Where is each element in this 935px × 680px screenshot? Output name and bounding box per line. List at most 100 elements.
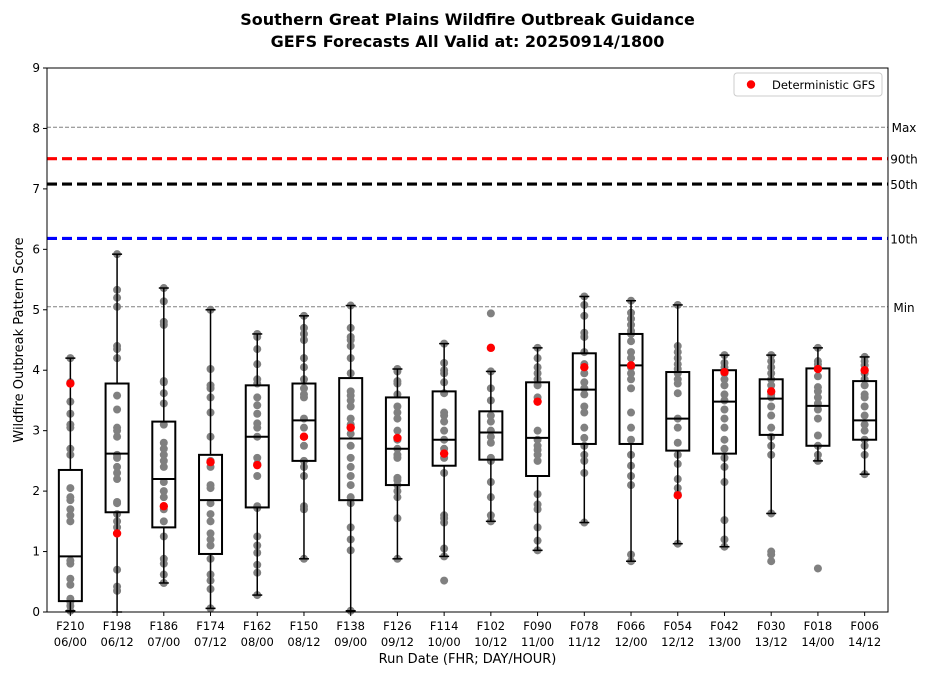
member-point bbox=[627, 369, 636, 378]
box-group-f066 bbox=[618, 296, 644, 566]
member-point bbox=[813, 372, 822, 381]
legend: Deterministic GFS bbox=[733, 72, 883, 97]
box-iqr bbox=[618, 332, 644, 445]
x-tick-label-fhr: F150 bbox=[290, 619, 319, 633]
member-point bbox=[159, 493, 168, 502]
member-point bbox=[66, 574, 75, 583]
x-tick-label-date: 10/00 bbox=[428, 635, 461, 649]
member-point bbox=[673, 389, 682, 398]
x-tick-label-fhr: F138 bbox=[336, 619, 365, 633]
member-point bbox=[627, 423, 636, 432]
member-point bbox=[393, 426, 402, 435]
member-point bbox=[860, 402, 869, 411]
y-tick-label: 5 bbox=[32, 303, 40, 317]
member-point bbox=[813, 393, 822, 402]
axes: 0 1 2 3 4 5 6 7 8 9 F210 06/00 F198 06/12 F186 07/00 F17… bbox=[12, 61, 881, 667]
member-point bbox=[346, 441, 355, 450]
member-point bbox=[393, 402, 402, 411]
box-group-f138 bbox=[338, 301, 364, 615]
member-point bbox=[720, 444, 729, 453]
plot-frame bbox=[46, 67, 889, 613]
member-point bbox=[767, 402, 776, 411]
x-tick-label-date: 09/12 bbox=[381, 635, 414, 649]
member-point bbox=[206, 499, 215, 508]
x-tick-label-fhr: F162 bbox=[243, 619, 272, 633]
member-point bbox=[346, 453, 355, 462]
member-point bbox=[580, 402, 589, 411]
box-group-f042 bbox=[711, 351, 737, 551]
member-point bbox=[627, 348, 636, 357]
legend-label: Deterministic GFS bbox=[772, 78, 875, 92]
member-point bbox=[113, 497, 122, 506]
member-point bbox=[113, 405, 122, 414]
member-point bbox=[393, 408, 402, 417]
box-iqr bbox=[151, 420, 177, 529]
member-point bbox=[253, 409, 262, 418]
member-point bbox=[299, 384, 308, 393]
box-iqr bbox=[852, 380, 878, 441]
member-point bbox=[393, 473, 402, 482]
member-point bbox=[627, 408, 636, 417]
member-point bbox=[346, 429, 355, 438]
deterministic-gfs-point bbox=[112, 529, 122, 538]
box-group-f054 bbox=[665, 300, 691, 548]
deterministic-gfs-point bbox=[533, 397, 542, 406]
box-iqr bbox=[665, 371, 691, 452]
member-point bbox=[113, 450, 122, 459]
box-iqr bbox=[571, 352, 597, 445]
box-group-f126 bbox=[384, 365, 410, 563]
member-point bbox=[813, 414, 822, 423]
x-tick-label-fhr: F126 bbox=[383, 619, 412, 633]
member-point bbox=[159, 456, 168, 465]
member-point bbox=[580, 378, 589, 387]
x-tick-label-fhr: F078 bbox=[570, 619, 599, 633]
member-point bbox=[346, 493, 355, 502]
member-point bbox=[346, 414, 355, 423]
member-point bbox=[66, 505, 75, 514]
y-tick-label: 7 bbox=[32, 182, 40, 196]
member-point bbox=[66, 493, 75, 502]
member-point bbox=[346, 402, 355, 411]
member-point bbox=[440, 417, 449, 426]
member-point bbox=[346, 472, 355, 480]
member-point bbox=[206, 481, 215, 490]
x-tick-label-date: 11/12 bbox=[568, 635, 601, 649]
member-point bbox=[113, 391, 122, 400]
deterministic-gfs-point bbox=[720, 367, 729, 377]
deterministic-gfs-point bbox=[253, 460, 262, 470]
member-point bbox=[720, 405, 729, 414]
member-point bbox=[720, 423, 729, 432]
deterministic-gfs-point bbox=[860, 366, 869, 375]
member-point bbox=[159, 517, 168, 526]
x-tick-label-date: 07/00 bbox=[147, 635, 180, 649]
member-point bbox=[486, 417, 495, 426]
member-point bbox=[346, 481, 355, 490]
member-point bbox=[627, 337, 636, 346]
member-point bbox=[813, 405, 822, 414]
member-point bbox=[253, 401, 262, 410]
member-point bbox=[627, 354, 636, 363]
legend-marker bbox=[746, 80, 756, 89]
member-point bbox=[253, 393, 262, 402]
member-point bbox=[66, 484, 75, 493]
member-point bbox=[113, 462, 122, 471]
x-tick-label-date: 13/00 bbox=[708, 635, 741, 649]
box-group-f198 bbox=[104, 250, 130, 613]
member-point bbox=[720, 414, 729, 423]
member-point bbox=[580, 390, 589, 399]
member-point bbox=[393, 450, 402, 459]
member-point bbox=[627, 375, 636, 384]
deterministic-gfs-point bbox=[299, 432, 309, 441]
y-tick-label: 4 bbox=[32, 363, 40, 377]
member-point bbox=[440, 576, 449, 585]
x-tick-label-fhr: F174 bbox=[196, 619, 225, 633]
member-point bbox=[299, 423, 308, 432]
x-tick-label-date: 13/12 bbox=[755, 635, 788, 649]
member-point bbox=[533, 381, 542, 390]
y-tick-label: 0 bbox=[32, 605, 40, 619]
reference-label-10th: 10th bbox=[890, 232, 918, 246]
member-point bbox=[720, 390, 729, 399]
x-tick-label-date: 12/12 bbox=[661, 635, 694, 649]
deterministic-gfs-point bbox=[766, 387, 776, 396]
